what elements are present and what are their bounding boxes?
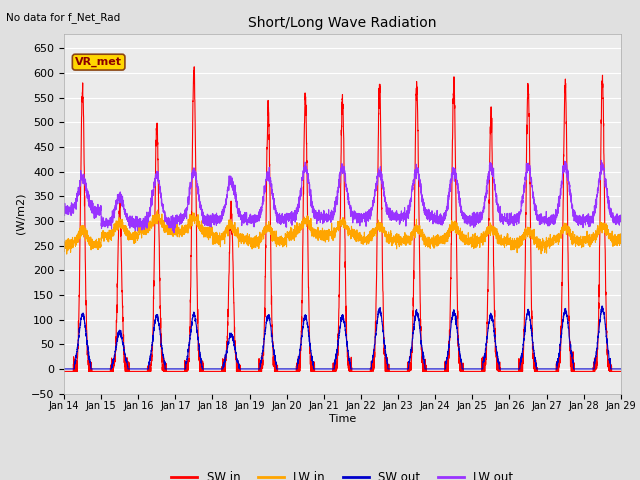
LW out bbox=[617, 217, 625, 223]
SW in bbox=[60, 369, 68, 374]
SW in bbox=[322, 369, 330, 374]
Text: VR_met: VR_met bbox=[75, 57, 122, 67]
LW out bbox=[616, 219, 624, 225]
Y-axis label: (W/m2): (W/m2) bbox=[15, 193, 26, 234]
SW in bbox=[436, 369, 444, 374]
LW in bbox=[616, 235, 624, 240]
SW out bbox=[617, 366, 625, 372]
Title: Short/Long Wave Radiation: Short/Long Wave Radiation bbox=[248, 16, 436, 30]
Line: LW in: LW in bbox=[64, 210, 621, 254]
Legend: SW in, LW in, SW out, LW out: SW in, LW in, SW out, LW out bbox=[166, 466, 518, 480]
SW out bbox=[598, 303, 606, 309]
SW out bbox=[160, 358, 168, 364]
LW in bbox=[161, 229, 168, 235]
SW in bbox=[617, 369, 625, 374]
LW in bbox=[436, 233, 444, 239]
Text: No data for f_Net_Rad: No data for f_Net_Rad bbox=[6, 12, 121, 23]
SW out bbox=[467, 366, 475, 372]
LW in bbox=[617, 238, 625, 244]
LW out bbox=[322, 212, 330, 218]
LW in bbox=[63, 251, 70, 257]
LW out bbox=[60, 209, 68, 215]
SW in bbox=[160, 359, 168, 365]
LW in bbox=[499, 236, 507, 241]
SW out bbox=[616, 366, 624, 372]
SW out bbox=[499, 366, 506, 372]
SW out bbox=[322, 366, 330, 372]
LW out bbox=[499, 217, 507, 223]
SW in bbox=[499, 369, 507, 374]
LW out bbox=[436, 214, 444, 220]
SW out bbox=[60, 366, 68, 372]
Line: SW in: SW in bbox=[64, 67, 621, 372]
LW in bbox=[322, 232, 330, 238]
LW out bbox=[598, 157, 605, 163]
LW in bbox=[60, 239, 68, 245]
LW out bbox=[170, 230, 178, 236]
Line: LW out: LW out bbox=[64, 160, 621, 233]
LW in bbox=[154, 207, 161, 213]
SW in bbox=[190, 64, 198, 70]
SW in bbox=[467, 369, 475, 374]
SW out bbox=[436, 366, 444, 372]
X-axis label: Time: Time bbox=[329, 414, 356, 424]
SW in bbox=[616, 369, 624, 374]
LW out bbox=[467, 216, 475, 221]
LW out bbox=[160, 208, 168, 214]
Line: SW out: SW out bbox=[64, 306, 621, 369]
LW in bbox=[468, 237, 476, 243]
